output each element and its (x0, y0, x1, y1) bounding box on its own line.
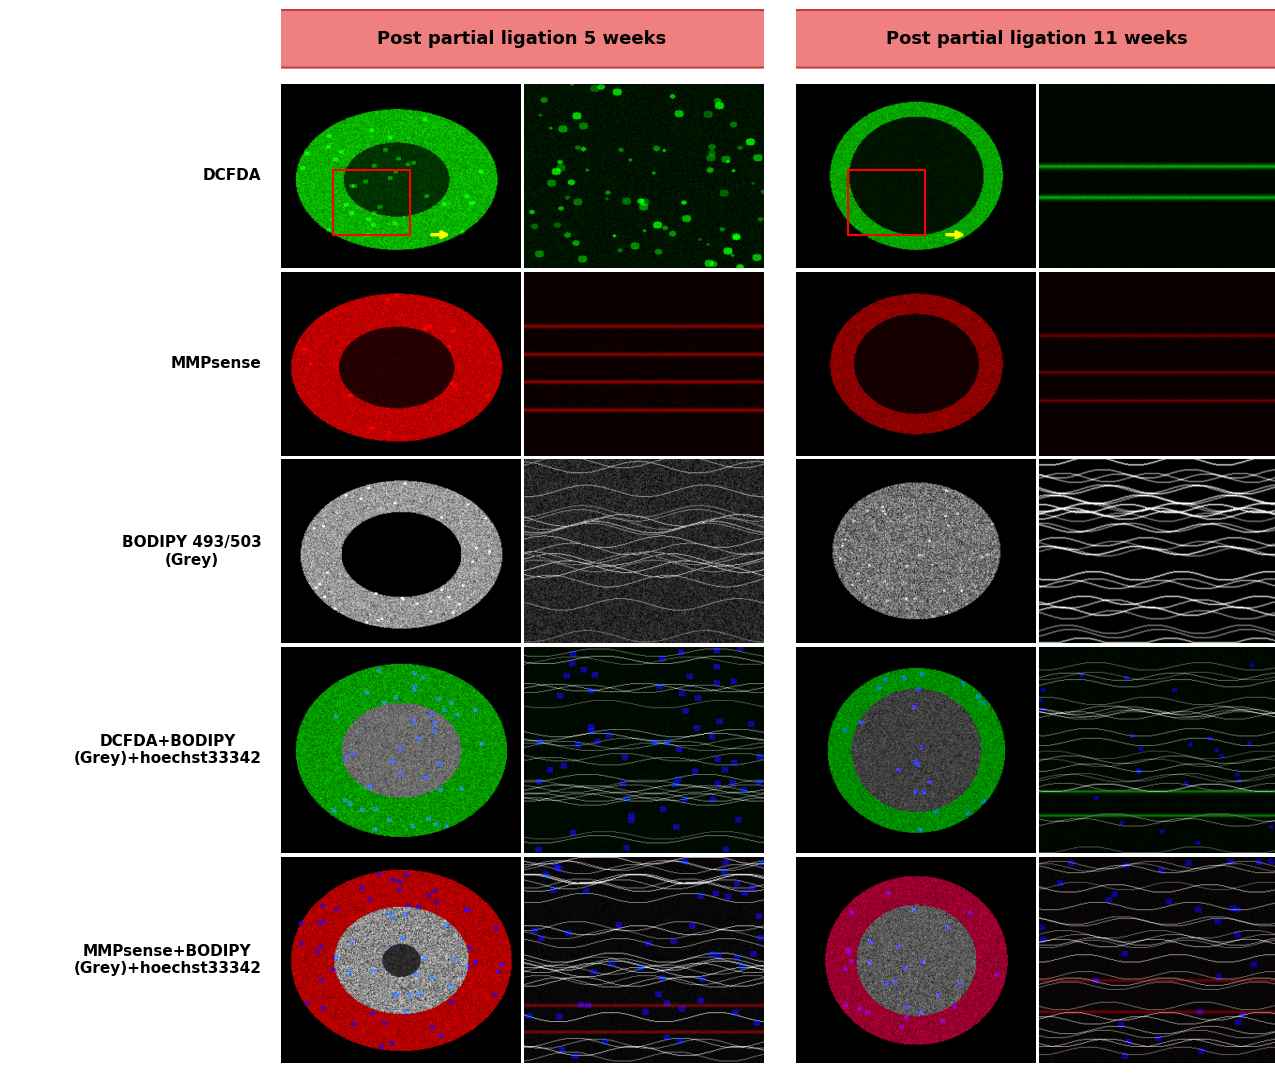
FancyBboxPatch shape (270, 10, 774, 68)
Text: MMPsense: MMPsense (171, 356, 261, 371)
Text: MMPsense+BODIPY
(Grey)+hoechst33342: MMPsense+BODIPY (Grey)+hoechst33342 (74, 943, 261, 976)
Text: DCFDA+BODIPY
(Grey)+hoechst33342: DCFDA+BODIPY (Grey)+hoechst33342 (74, 734, 261, 767)
FancyBboxPatch shape (785, 10, 1275, 68)
Text: Post partial ligation 11 weeks: Post partial ligation 11 weeks (886, 29, 1188, 48)
Text: Post partial ligation 5 weeks: Post partial ligation 5 weeks (377, 29, 667, 48)
Bar (333, 170, 411, 235)
Text: BODIPY 493/503
(Grey): BODIPY 493/503 (Grey) (121, 535, 261, 568)
Bar (848, 170, 926, 235)
Text: DCFDA: DCFDA (203, 168, 261, 183)
